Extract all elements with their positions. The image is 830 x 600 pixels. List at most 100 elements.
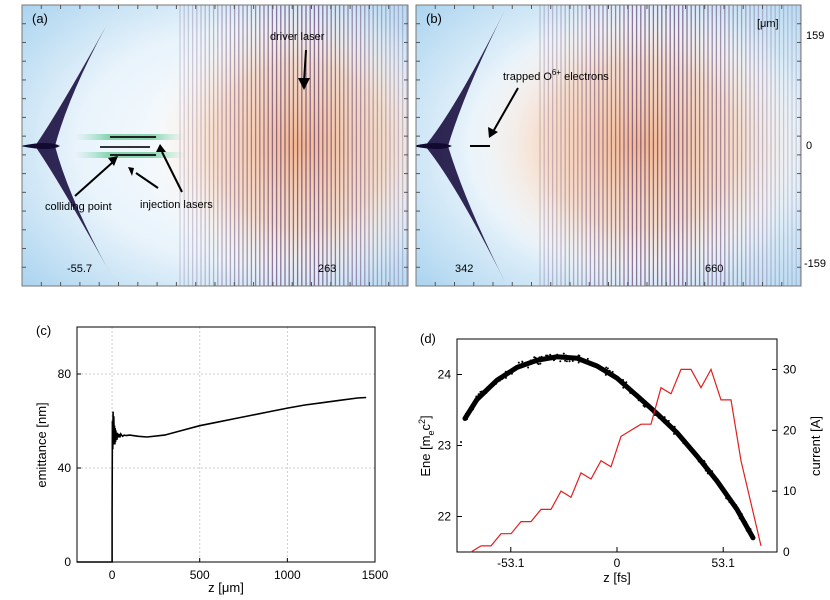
energy-point — [527, 366, 530, 369]
panel-d-label: (d) — [420, 331, 436, 346]
x-tick-label: 0 — [614, 556, 621, 570]
energy-point — [559, 360, 562, 363]
energy-point — [605, 366, 608, 369]
energy-point — [749, 530, 752, 533]
panel-b-xtick-1: 660 — [705, 263, 723, 275]
arrowhead-colliding-point — [108, 156, 118, 166]
arrow-driver-laser — [303, 49, 307, 83]
energy-point — [746, 526, 749, 528]
energy-point — [501, 378, 504, 380]
energy-point — [686, 443, 689, 446]
panel-d-ylabel-end: ] — [418, 415, 433, 419]
energy-point — [622, 379, 625, 381]
panel-a-laser-stripes — [179, 5, 408, 286]
energy-point — [562, 352, 565, 355]
energy-point — [467, 409, 470, 412]
energy-point — [489, 387, 492, 390]
panel-b-annotation-main: trapped O — [503, 71, 552, 83]
energy-point — [716, 480, 718, 483]
panel-c-series — [77, 396, 367, 563]
energy-point — [552, 359, 555, 362]
energy-point — [594, 362, 597, 365]
y-tick-label: 24 — [438, 368, 452, 382]
energy-point — [662, 421, 665, 424]
energy-point — [464, 412, 467, 415]
arrowhead-trapped-electrons — [488, 127, 498, 138]
panel-d-ylabel-sub: e — [426, 430, 436, 435]
energy-point — [615, 376, 618, 379]
energy-point — [654, 414, 656, 417]
energy-point — [480, 390, 483, 393]
energy-point — [708, 471, 711, 474]
energy-point — [695, 453, 698, 456]
energy-point — [681, 439, 684, 442]
energy-point — [717, 484, 720, 487]
panel-d-ylabel-main: Ene [m — [418, 435, 433, 476]
energy-point — [497, 379, 499, 382]
energy-point — [728, 501, 731, 503]
energy-point — [584, 361, 587, 364]
energy-point — [568, 360, 571, 363]
energy-point — [749, 528, 752, 531]
energy-point — [483, 392, 485, 395]
energy-point — [611, 371, 613, 374]
panel-a: (a) -55.7 263 driver laser colliding poi… — [21, 4, 409, 287]
panel-a-annotation-injection-lasers: injection lasers — [140, 199, 213, 211]
energy-point — [613, 373, 616, 376]
panel-a-injection-core-top — [110, 136, 156, 138]
energy-point — [485, 391, 488, 394]
energy-point — [505, 373, 507, 376]
energy-point — [509, 369, 512, 372]
energy-point — [547, 357, 550, 360]
energy-point — [477, 393, 480, 396]
arrow-trapped-electrons — [493, 87, 519, 131]
energy-point — [565, 357, 568, 360]
energy-point — [705, 463, 707, 466]
energy-point — [673, 432, 675, 435]
energy-point — [538, 356, 541, 359]
energy-point — [521, 360, 524, 363]
energy-point — [565, 354, 567, 357]
energy-point — [486, 389, 489, 392]
energy-point — [549, 353, 552, 356]
y2-tick-label: 20 — [783, 423, 797, 437]
energy-point — [637, 399, 640, 402]
energy-point — [478, 396, 481, 399]
panel-a-annotation-colliding-point: colliding point — [45, 201, 112, 213]
arrowhead-driver-laser — [298, 78, 310, 90]
panel-b-ytick-1: 0 — [806, 140, 812, 152]
energy-point — [517, 361, 520, 364]
y2-tick-label: 10 — [783, 484, 797, 498]
energy-point — [673, 425, 676, 428]
energy-point — [720, 486, 723, 489]
energy-point — [470, 410, 472, 413]
energy-point — [697, 460, 700, 463]
panel-b-laser-envelope — [460, 5, 801, 286]
panel-b-arrow — [488, 87, 519, 138]
panel-d-ylabel-sup: 2 — [417, 419, 427, 424]
panel-b-ytick-2: -159 — [804, 258, 826, 270]
panel-a-label: (a) — [32, 11, 48, 26]
panel-d: (d) -53.1 0 53.1 22 23 24 0 10 20 30 z [fs] Ene [… — [417, 331, 823, 585]
energy-point — [727, 498, 730, 501]
energy-point — [516, 367, 519, 370]
energy-point — [579, 360, 582, 363]
energy-point — [625, 381, 628, 384]
energy-point — [470, 406, 473, 409]
energy-point — [578, 354, 581, 357]
energy-point — [738, 513, 740, 516]
energy-point — [666, 424, 669, 427]
panel-d-series — [460, 352, 762, 553]
energy-point — [604, 373, 607, 376]
energy-point — [658, 413, 661, 416]
energy-point — [606, 367, 609, 370]
energy-point — [713, 478, 716, 481]
panel-d-ylabel-mid: c — [418, 423, 433, 430]
energy-point — [606, 371, 608, 374]
panel-c: (c) 0 500 1000 1500 0 40 80 z [μm] emittance [… — [34, 323, 389, 595]
energy-point — [613, 376, 616, 379]
energy-point — [534, 356, 537, 359]
panel-b-trapped-electrons — [470, 145, 490, 147]
energy-point — [556, 353, 559, 356]
x-tick-label: 1500 — [362, 568, 389, 582]
